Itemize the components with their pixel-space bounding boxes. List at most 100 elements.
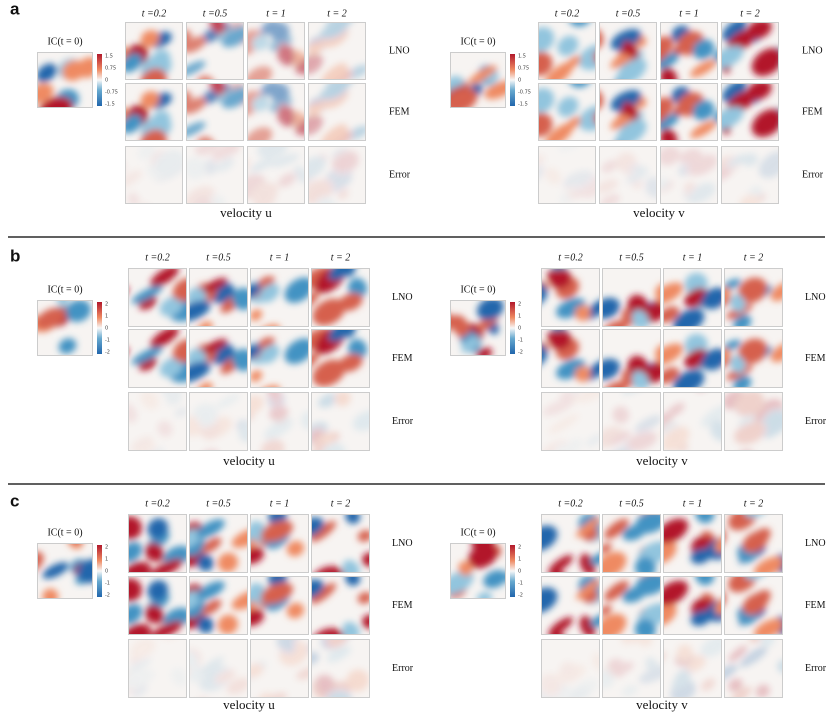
time-label: t =0.5 bbox=[206, 252, 231, 263]
field bbox=[599, 152, 657, 204]
blob bbox=[730, 294, 746, 313]
blob bbox=[599, 179, 619, 194]
blob bbox=[215, 669, 236, 684]
blob bbox=[602, 381, 628, 388]
tile-border bbox=[538, 146, 596, 204]
time-label: t =0.2 bbox=[558, 252, 583, 263]
blob bbox=[728, 576, 758, 593]
blob bbox=[450, 570, 474, 595]
prediction-field bbox=[189, 329, 248, 388]
colorbar-tick: 1 bbox=[105, 314, 108, 320]
blob bbox=[631, 370, 650, 388]
error-field bbox=[721, 146, 779, 204]
field bbox=[125, 91, 172, 141]
caption: velocity u bbox=[223, 453, 275, 468]
blob bbox=[690, 59, 717, 78]
blob bbox=[742, 593, 768, 615]
blob bbox=[557, 96, 579, 117]
blob bbox=[461, 336, 480, 353]
blob bbox=[311, 291, 320, 314]
time-label: t =0.5 bbox=[619, 252, 644, 263]
blob bbox=[701, 678, 716, 691]
field bbox=[724, 639, 783, 698]
blob bbox=[602, 320, 628, 327]
blob bbox=[777, 659, 783, 674]
blob bbox=[544, 123, 574, 141]
tile-border bbox=[311, 329, 370, 388]
field bbox=[450, 543, 527, 599]
blob bbox=[504, 565, 527, 588]
field bbox=[247, 146, 305, 204]
colorbar-tick: -2 bbox=[105, 593, 110, 599]
colorbar-tick: -2 bbox=[518, 593, 523, 599]
error-field bbox=[247, 146, 305, 204]
blob bbox=[548, 554, 574, 573]
blob bbox=[685, 349, 703, 364]
field bbox=[724, 338, 783, 388]
time-label: t =0.2 bbox=[558, 498, 583, 509]
tile-border bbox=[186, 83, 244, 141]
blob bbox=[269, 22, 290, 42]
tile-border bbox=[189, 639, 248, 698]
ic-field bbox=[37, 543, 93, 599]
error-field bbox=[125, 146, 183, 204]
ic-label: IC(t = 0) bbox=[47, 284, 82, 295]
prediction-field bbox=[125, 22, 183, 80]
colorbar bbox=[97, 302, 102, 354]
blob bbox=[733, 375, 752, 388]
row-label: Error bbox=[805, 416, 827, 427]
blob bbox=[602, 297, 620, 319]
blob bbox=[574, 366, 591, 382]
ic-label: IC(t = 0) bbox=[460, 527, 495, 538]
blob bbox=[626, 431, 658, 451]
prediction-field bbox=[663, 576, 722, 635]
blob bbox=[342, 559, 360, 573]
blob bbox=[748, 639, 762, 644]
error-field bbox=[311, 639, 370, 698]
blob bbox=[331, 150, 359, 174]
blob bbox=[308, 102, 324, 115]
ic-label: IC(t = 0) bbox=[460, 36, 495, 47]
tile-border bbox=[128, 576, 187, 635]
blob bbox=[660, 177, 669, 189]
blob bbox=[249, 158, 274, 173]
blob bbox=[189, 590, 203, 612]
prediction-field bbox=[311, 268, 370, 327]
tile-border bbox=[599, 83, 657, 141]
blob bbox=[559, 661, 578, 681]
blob bbox=[257, 146, 289, 160]
colorbar-tick: 1 bbox=[518, 557, 521, 563]
blob bbox=[538, 154, 546, 170]
tile-border bbox=[663, 514, 722, 573]
blob bbox=[710, 425, 722, 437]
prediction-field bbox=[541, 329, 600, 388]
blob bbox=[320, 124, 348, 141]
field bbox=[599, 88, 647, 141]
prediction-field bbox=[189, 514, 248, 573]
caption: velocity v bbox=[636, 697, 688, 712]
blob bbox=[260, 22, 278, 36]
tile-border bbox=[37, 52, 93, 108]
blob bbox=[692, 100, 715, 121]
blob bbox=[65, 300, 91, 322]
error-field bbox=[663, 392, 722, 451]
tile-border bbox=[250, 392, 309, 451]
colorbar-tick: -0.75 bbox=[105, 90, 118, 96]
tile-border bbox=[250, 268, 309, 327]
tile-border bbox=[660, 83, 718, 141]
blob bbox=[250, 283, 261, 302]
blob bbox=[733, 314, 752, 327]
blob bbox=[621, 41, 637, 57]
blob bbox=[549, 330, 572, 350]
blob bbox=[269, 35, 293, 52]
error-field bbox=[128, 639, 187, 698]
blob bbox=[226, 677, 248, 695]
blob bbox=[724, 278, 741, 290]
colorbar-tick: 1.5 bbox=[105, 54, 113, 60]
ic-label: IC(t = 0) bbox=[47, 527, 82, 538]
blob bbox=[346, 669, 370, 692]
tile-border bbox=[125, 146, 183, 204]
blob bbox=[724, 339, 741, 351]
row-label: FEM bbox=[805, 600, 826, 611]
field bbox=[311, 639, 370, 698]
